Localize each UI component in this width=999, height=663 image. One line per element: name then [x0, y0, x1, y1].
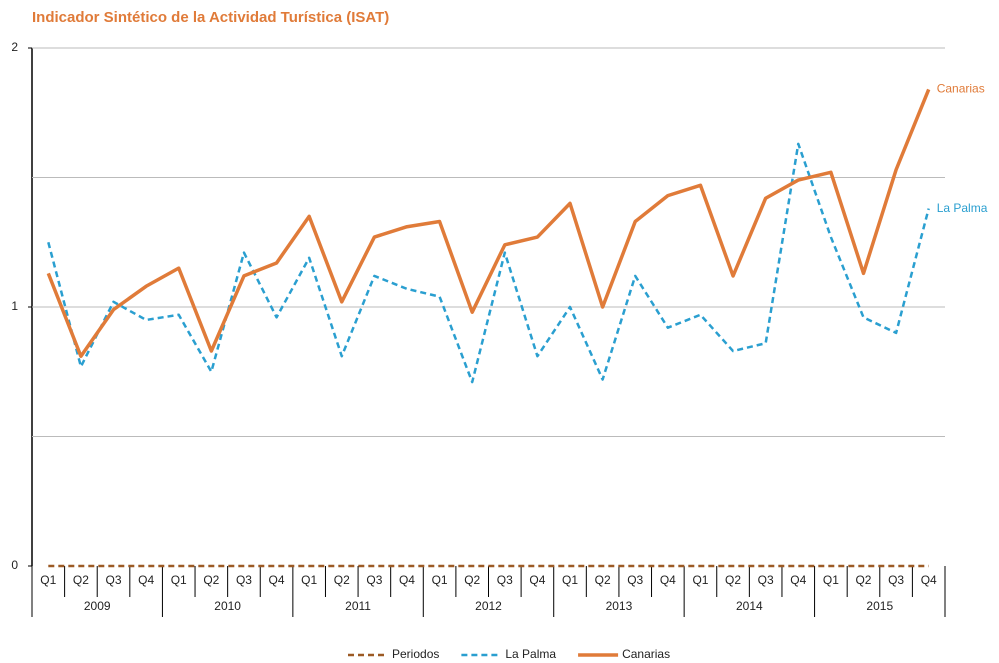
x-tick-label: Q2 — [595, 573, 611, 587]
series-end-label: La Palma — [937, 201, 988, 215]
year-label: 2014 — [736, 599, 763, 613]
x-tick-label: Q2 — [73, 573, 89, 587]
x-tick-label: Q1 — [562, 573, 578, 587]
year-label: 2013 — [606, 599, 633, 613]
x-tick-label: Q2 — [725, 573, 741, 587]
x-tick-label: Q2 — [464, 573, 480, 587]
series-line — [47, 142, 930, 384]
year-label: 2009 — [84, 599, 111, 613]
x-tick-label: Q3 — [888, 573, 904, 587]
x-tick-label: Q4 — [529, 573, 545, 587]
x-tick-label: Q3 — [236, 573, 252, 587]
x-tick-label: Q1 — [432, 573, 448, 587]
y-tick-label: 0 — [11, 558, 18, 572]
x-tick-label: Q1 — [301, 573, 317, 587]
x-tick-label: Q4 — [660, 573, 676, 587]
x-tick-label: Q4 — [138, 573, 154, 587]
x-tick-label: Q3 — [106, 573, 122, 587]
x-tick-label: Q4 — [399, 573, 415, 587]
x-tick-label: Q4 — [921, 573, 937, 587]
year-label: 2010 — [214, 599, 241, 613]
x-tick-label: Q3 — [497, 573, 513, 587]
x-tick-label: Q3 — [366, 573, 382, 587]
series-end-label: Canarias — [937, 82, 985, 96]
chart-title: Indicador Sintético de la Actividad Turí… — [32, 9, 389, 26]
x-tick-label: Q4 — [790, 573, 806, 587]
x-tick-label: Q1 — [40, 573, 56, 587]
x-tick-label: Q1 — [171, 573, 187, 587]
y-tick-label: 1 — [11, 299, 18, 313]
x-tick-label: Q1 — [692, 573, 708, 587]
y-tick-label: 2 — [11, 40, 18, 54]
x-tick-label: Q3 — [627, 573, 643, 587]
x-tick-label: Q4 — [269, 573, 285, 587]
series-line — [46, 88, 931, 358]
year-label: 2015 — [866, 599, 893, 613]
legend-label: Canarias — [622, 647, 670, 661]
year-label: 2012 — [475, 599, 502, 613]
x-tick-label: Q2 — [855, 573, 871, 587]
x-tick-label: Q1 — [823, 573, 839, 587]
year-label: 2011 — [345, 599, 371, 613]
legend-label: Periodos — [392, 647, 439, 661]
x-tick-label: Q2 — [334, 573, 350, 587]
x-tick-label: Q3 — [758, 573, 774, 587]
x-tick-label: Q2 — [203, 573, 219, 587]
legend-label: La Palma — [505, 647, 556, 661]
